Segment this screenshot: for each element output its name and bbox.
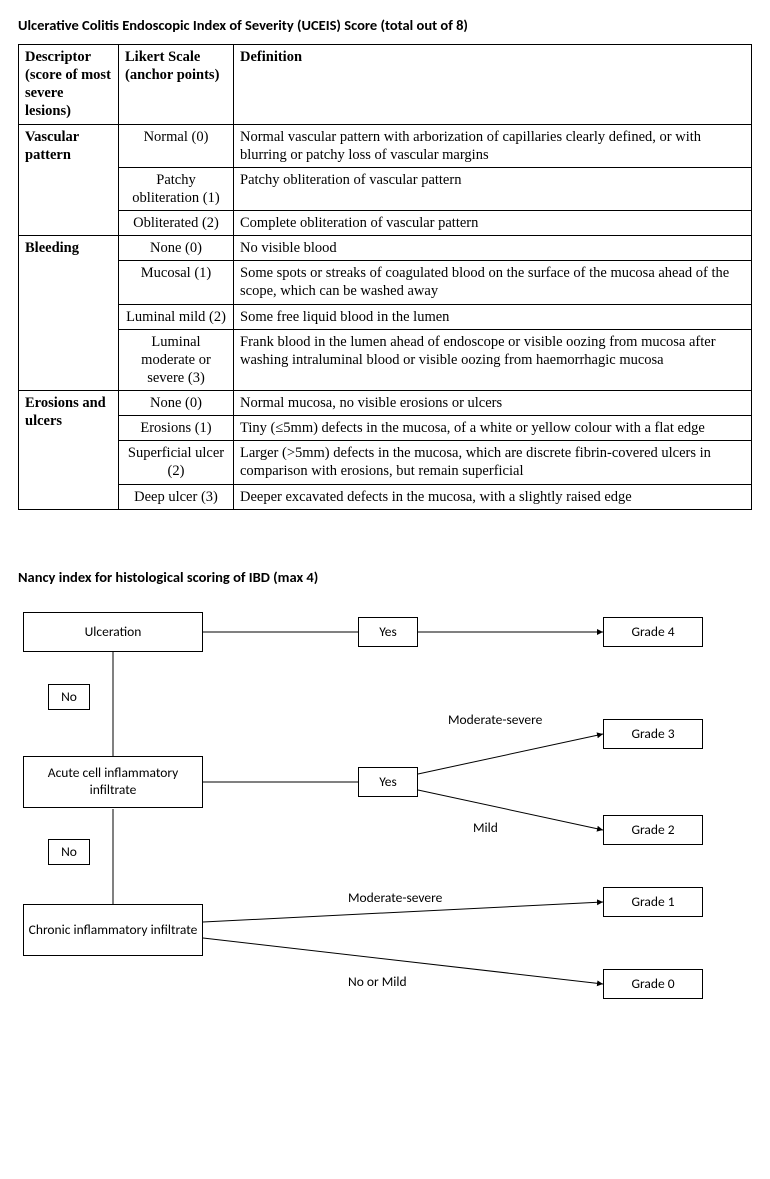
table-row: Deep ulcer (3)Deeper excavated defects i… xyxy=(19,484,752,509)
definition-cell: Normal vascular pattern with arborizatio… xyxy=(234,124,752,167)
node-no-2: No xyxy=(48,839,90,865)
likert-cell: Luminal mild (2) xyxy=(119,304,234,329)
definition-cell: Normal mucosa, no visible erosions or ul… xyxy=(234,391,752,416)
likert-cell: Superficial ulcer (2) xyxy=(119,441,234,484)
definition-cell: Some free liquid blood in the lumen xyxy=(234,304,752,329)
likert-cell: Erosions (1) xyxy=(119,416,234,441)
definition-cell: Tiny (≤5mm) defects in the mucosa, of a … xyxy=(234,416,752,441)
table-row: Erosions and ulcersNone (0)Normal mucosa… xyxy=(19,391,752,416)
label-moderate-severe-2: Moderate-severe xyxy=(348,890,442,906)
table-row: Patchy obliteration (1)Patchy obliterati… xyxy=(19,167,752,210)
definition-cell: Some spots or streaks of coagulated bloo… xyxy=(234,261,752,304)
nancy-flowchart: Ulceration No Acute cell inflammatory in… xyxy=(18,604,738,1024)
col-descriptor: Descriptor (score of most severe lesions… xyxy=(19,45,119,125)
label-moderate-severe-1: Moderate-severe xyxy=(448,712,542,728)
nancy-title: Nancy index for histological scoring of … xyxy=(18,568,752,586)
definition-cell: Complete obliteration of vascular patter… xyxy=(234,211,752,236)
table-row: Obliterated (2)Complete obliteration of … xyxy=(19,211,752,236)
descriptor-cell: Bleeding xyxy=(19,236,119,391)
label-no-or-mild: No or Mild xyxy=(348,974,407,990)
likert-cell: None (0) xyxy=(119,236,234,261)
definition-cell: Patchy obliteration of vascular pattern xyxy=(234,167,752,210)
uceis-title: Ulcerative Colitis Endoscopic Index of S… xyxy=(18,16,752,34)
likert-cell: Patchy obliteration (1) xyxy=(119,167,234,210)
likert-cell: None (0) xyxy=(119,391,234,416)
label-mild: Mild xyxy=(473,820,498,836)
node-grade-4: Grade 4 xyxy=(603,617,703,647)
col-definition: Definition xyxy=(234,45,752,125)
table-row: Vascular patternNormal (0)Normal vascula… xyxy=(19,124,752,167)
col-likert: Likert Scale (anchor points) xyxy=(119,45,234,125)
likert-cell: Obliterated (2) xyxy=(119,211,234,236)
node-acute: Acute cell inflammatory infiltrate xyxy=(23,756,203,808)
node-chronic: Chronic inflammatory infiltrate xyxy=(23,904,203,956)
table-row: Superficial ulcer (2)Larger (>5mm) defec… xyxy=(19,441,752,484)
likert-cell: Deep ulcer (3) xyxy=(119,484,234,509)
definition-cell: Deeper excavated defects in the mucosa, … xyxy=(234,484,752,509)
definition-cell: Larger (>5mm) defects in the mucosa, whi… xyxy=(234,441,752,484)
node-grade-2: Grade 2 xyxy=(603,815,703,845)
table-header-row: Descriptor (score of most severe lesions… xyxy=(19,45,752,125)
node-no-1: No xyxy=(48,684,90,710)
node-yes-2: Yes xyxy=(358,767,418,797)
descriptor-cell: Vascular pattern xyxy=(19,124,119,236)
definition-cell: No visible blood xyxy=(234,236,752,261)
node-grade-1: Grade 1 xyxy=(603,887,703,917)
table-row: BleedingNone (0)No visible blood xyxy=(19,236,752,261)
descriptor-cell: Erosions and ulcers xyxy=(19,391,119,510)
table-row: Mucosal (1)Some spots or streaks of coag… xyxy=(19,261,752,304)
likert-cell: Mucosal (1) xyxy=(119,261,234,304)
table-row: Luminal mild (2)Some free liquid blood i… xyxy=(19,304,752,329)
definition-cell: Frank blood in the lumen ahead of endosc… xyxy=(234,329,752,390)
table-row: Erosions (1)Tiny (≤5mm) defects in the m… xyxy=(19,416,752,441)
likert-cell: Luminal moderate or severe (3) xyxy=(119,329,234,390)
likert-cell: Normal (0) xyxy=(119,124,234,167)
uceis-table: Descriptor (score of most severe lesions… xyxy=(18,44,752,510)
node-yes-1: Yes xyxy=(358,617,418,647)
node-grade-0: Grade 0 xyxy=(603,969,703,999)
node-ulceration: Ulceration xyxy=(23,612,203,652)
node-grade-3: Grade 3 xyxy=(603,719,703,749)
table-row: Luminal moderate or severe (3)Frank bloo… xyxy=(19,329,752,390)
